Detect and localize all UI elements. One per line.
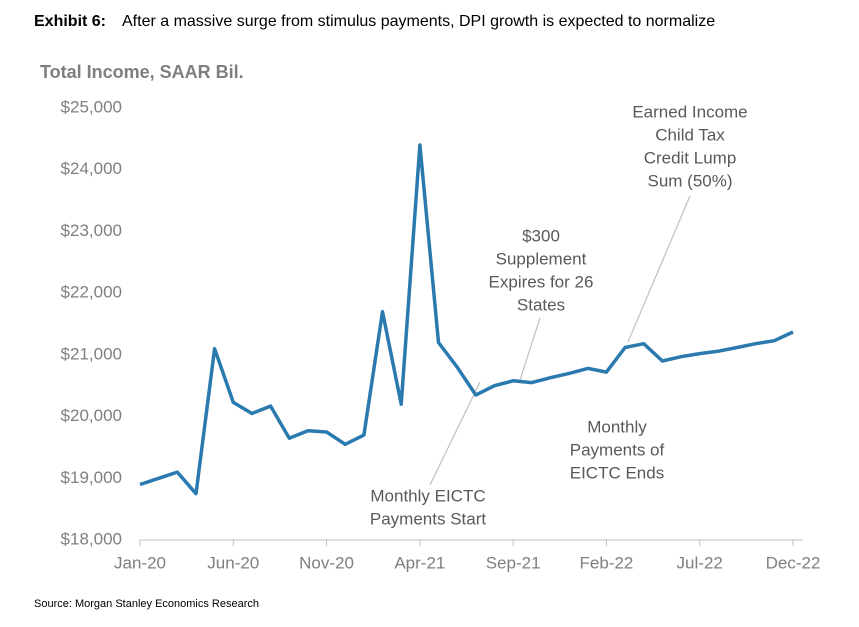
y-tick-label: $21,000 — [61, 344, 122, 363]
source: Source: Morgan Stanley Economics Researc… — [34, 598, 259, 610]
leaders — [429, 195, 691, 486]
x-tick-label: Feb-22 — [579, 553, 633, 572]
line — [139, 143, 794, 496]
x-tick-label: Jan-20 — [114, 553, 166, 572]
x-tick-label: Nov-20 — [299, 553, 354, 572]
y-tick-label: $24,000 — [61, 159, 122, 178]
annotation: Credit Lump — [644, 148, 737, 167]
annotation: Sum (50%) — [647, 171, 732, 190]
annotation: Expires for 26 — [489, 272, 594, 291]
x-tick-label: Jun-20 — [207, 553, 259, 572]
annotation: Payments of — [570, 440, 665, 459]
x-tick-label: Jul-22 — [677, 553, 723, 572]
y-tick-label: $25,000 — [61, 97, 122, 116]
annotation: Supplement — [496, 249, 587, 268]
y-tick-label: $20,000 — [61, 406, 122, 425]
annotation: Monthly EICTC — [370, 486, 485, 505]
annotation: States — [517, 295, 565, 314]
y-axis-label: Total Income, SAAR Bil. — [40, 62, 244, 82]
annotation: EICTC Ends — [570, 463, 664, 482]
x-tick-label: Dec-22 — [766, 553, 821, 572]
annotation: Monthly — [587, 417, 647, 436]
title-prefix: Exhibit 6: — [34, 13, 106, 30]
x-tick-label: Sep-21 — [486, 553, 541, 572]
y-tick-label: $18,000 — [61, 529, 122, 548]
x-tick-label: Apr-21 — [394, 553, 445, 572]
annotation: $300 — [522, 226, 560, 245]
annotation: Earned Income — [632, 102, 747, 121]
y-tick-label: $19,000 — [61, 468, 122, 487]
chart-title: After a massive surge from stimulus paym… — [122, 13, 715, 30]
annotation: Child Tax — [655, 125, 725, 144]
y-tick-label: $22,000 — [61, 283, 122, 302]
y-tick-label: $23,000 — [61, 221, 122, 240]
annotation: Payments Start — [370, 509, 486, 528]
